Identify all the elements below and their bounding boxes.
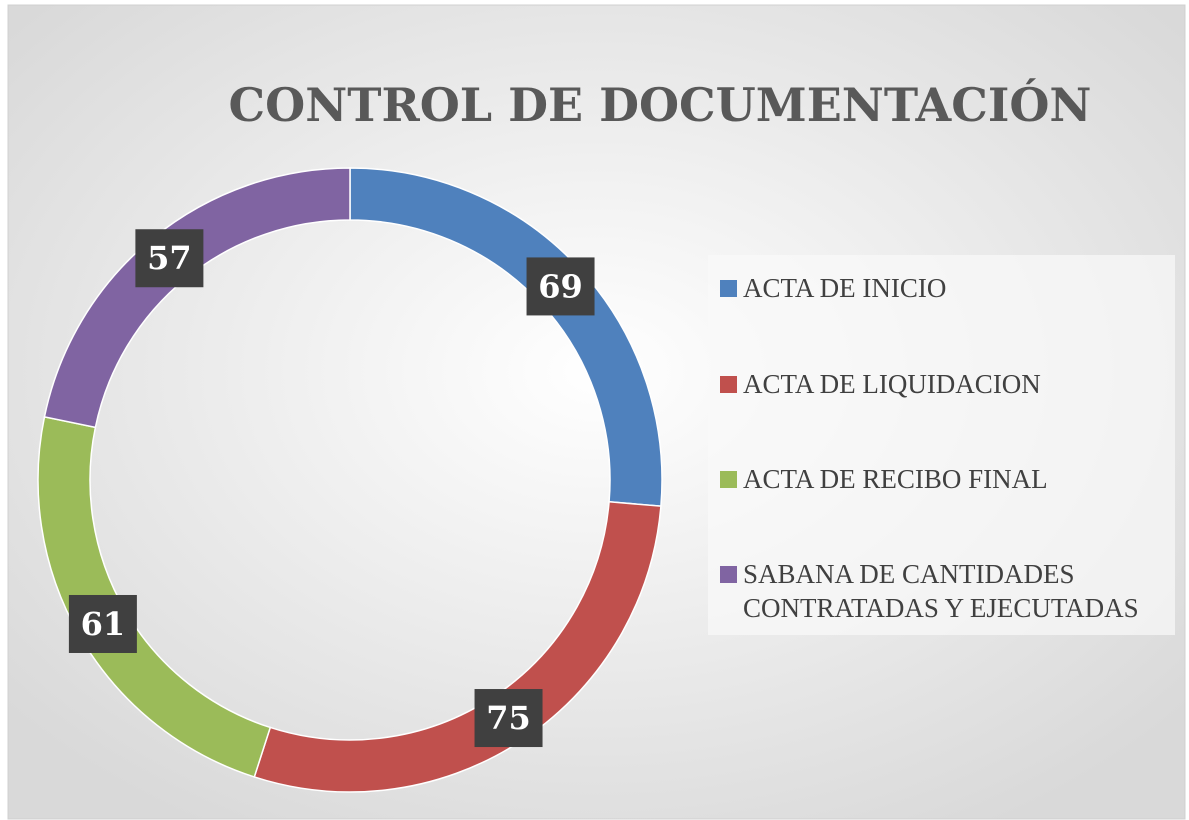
legend-item: ACTA DE LIQUIDACION — [720, 367, 1173, 401]
donut-slice — [43, 167, 351, 429]
chart-title: CONTROL DE DOCUMENTACIÓN — [229, 77, 1092, 132]
legend-label: ACTA DE RECIBO FINAL — [743, 464, 1048, 494]
data-label-box — [474, 689, 543, 748]
data-label: 61 — [81, 605, 126, 643]
legend-label: SABANA DE CANTIDADES CONTRATADAS Y EJECU… — [743, 559, 1139, 623]
legend-swatch — [720, 566, 737, 583]
legend-swatch — [720, 471, 737, 488]
legend-label: ACTA DE LIQUIDACION — [743, 369, 1041, 399]
legend-label: ACTA DE INICIO — [743, 273, 947, 303]
legend-item: ACTA DE INICIO — [720, 271, 1173, 305]
data-label: 57 — [147, 239, 192, 277]
legend-item: ACTA DE RECIBO FINAL — [720, 462, 1173, 496]
data-label-box — [526, 257, 595, 316]
data-label: 69 — [538, 267, 583, 305]
legend-swatch — [720, 376, 737, 393]
data-label: 75 — [486, 699, 531, 737]
data-label-box — [135, 229, 204, 288]
data-label-box — [68, 594, 137, 653]
legend-swatch — [720, 280, 737, 297]
legend-item: SABANA DE CANTIDADES CONTRATADAS Y EJECU… — [720, 557, 1173, 625]
legend: ACTA DE INICIO ACTA DE LIQUIDACION ACTA DE… — [708, 255, 1175, 635]
